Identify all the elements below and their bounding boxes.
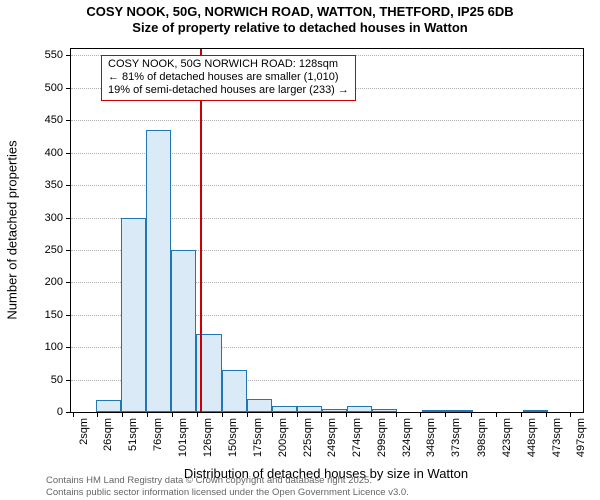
- histogram-bar: [272, 406, 297, 412]
- x-tick-label: 249sqm: [326, 412, 338, 457]
- x-tick: [396, 412, 397, 417]
- x-tick: [321, 412, 322, 417]
- chart-container: COSY NOOK, 50G, NORWICH ROAD, WATTON, TH…: [0, 0, 600, 500]
- y-tick: [66, 55, 71, 56]
- y-tick: [66, 88, 71, 89]
- x-tick: [496, 412, 497, 417]
- x-tick: [172, 412, 173, 417]
- x-tick-label: 274sqm: [351, 412, 363, 457]
- histogram-bar: [222, 370, 247, 412]
- plot-area: 0501001502002503003504004505005502sqm26s…: [70, 48, 584, 413]
- y-tick-label: 250: [45, 244, 63, 256]
- marker-line: [200, 49, 202, 412]
- x-tick-label: 126sqm: [202, 412, 214, 457]
- title-line1: COSY NOOK, 50G, NORWICH ROAD, WATTON, TH…: [0, 4, 600, 20]
- x-tick: [371, 412, 372, 417]
- x-tick: [297, 412, 298, 417]
- x-tick-label: 200sqm: [277, 412, 289, 457]
- y-tick: [66, 347, 71, 348]
- plot-wrap: Number of detached properties 0501001502…: [46, 48, 584, 413]
- y-tick-label: 550: [45, 49, 63, 61]
- y-tick: [66, 185, 71, 186]
- y-axis-label: Number of detached properties: [5, 140, 20, 319]
- x-tick: [97, 412, 98, 417]
- footer: Contains HM Land Registry data © Crown c…: [46, 475, 409, 498]
- x-tick-label: 473sqm: [551, 412, 563, 457]
- x-tick-label: 2sqm: [78, 412, 90, 445]
- histogram-bar: [322, 409, 347, 412]
- x-tick-label: 150sqm: [227, 412, 239, 457]
- x-tick-label: 225sqm: [302, 412, 314, 457]
- y-tick-label: 50: [51, 374, 63, 386]
- y-tick-label: 300: [45, 212, 63, 224]
- y-tick-label: 350: [45, 179, 63, 191]
- x-tick-label: 324sqm: [401, 412, 413, 457]
- x-tick: [521, 412, 522, 417]
- footer-line1: Contains HM Land Registry data © Crown c…: [46, 475, 409, 486]
- annotation-line1: COSY NOOK, 50G NORWICH ROAD: 128sqm: [108, 58, 349, 71]
- x-tick: [122, 412, 123, 417]
- footer-line2: Contains public sector information licen…: [46, 487, 409, 498]
- histogram-bar: [146, 130, 171, 412]
- title-block: COSY NOOK, 50G, NORWICH ROAD, WATTON, TH…: [0, 0, 600, 37]
- x-tick-label: 299sqm: [376, 412, 388, 457]
- x-tick: [247, 412, 248, 417]
- y-tick-label: 200: [45, 276, 63, 288]
- y-tick: [66, 120, 71, 121]
- y-tick-label: 0: [57, 406, 63, 418]
- gridline: [71, 120, 583, 121]
- x-tick: [570, 412, 571, 417]
- y-tick: [66, 218, 71, 219]
- x-tick-label: 398sqm: [476, 412, 488, 457]
- x-tick-label: 497sqm: [575, 412, 587, 457]
- histogram-bar: [447, 410, 472, 412]
- x-tick: [147, 412, 148, 417]
- x-tick-label: 373sqm: [450, 412, 462, 457]
- histogram-bar: [96, 400, 121, 412]
- y-tick: [66, 250, 71, 251]
- y-tick: [66, 412, 71, 413]
- annotation-line3: 19% of semi-detached houses are larger (…: [108, 84, 349, 97]
- x-tick-label: 448sqm: [526, 412, 538, 457]
- title-line2: Size of property relative to detached ho…: [0, 20, 600, 36]
- x-tick: [546, 412, 547, 417]
- histogram-bar: [523, 410, 548, 412]
- x-tick: [73, 412, 74, 417]
- x-tick: [445, 412, 446, 417]
- x-tick-label: 26sqm: [102, 412, 114, 451]
- histogram-bar: [121, 218, 146, 412]
- histogram-bar: [422, 410, 447, 412]
- x-tick: [272, 412, 273, 417]
- annotation-box: COSY NOOK, 50G NORWICH ROAD: 128sqm ← 81…: [101, 55, 356, 101]
- histogram-bar: [347, 406, 372, 412]
- y-tick-label: 450: [45, 114, 63, 126]
- y-tick: [66, 380, 71, 381]
- y-tick: [66, 282, 71, 283]
- histogram-bar: [297, 406, 322, 412]
- x-tick: [346, 412, 347, 417]
- y-tick-label: 150: [45, 309, 63, 321]
- histogram-bar: [372, 409, 397, 412]
- x-tick-label: 76sqm: [152, 412, 164, 451]
- x-tick-label: 51sqm: [127, 412, 139, 451]
- x-tick-label: 101sqm: [177, 412, 189, 457]
- y-tick-label: 100: [45, 341, 63, 353]
- x-tick-label: 423sqm: [501, 412, 513, 457]
- x-tick-label: 348sqm: [425, 412, 437, 457]
- x-tick: [471, 412, 472, 417]
- histogram-bar: [171, 250, 196, 412]
- y-tick-label: 500: [45, 82, 63, 94]
- annotation-line2: ← 81% of detached houses are smaller (1,…: [108, 71, 349, 84]
- y-tick: [66, 315, 71, 316]
- x-tick: [197, 412, 198, 417]
- x-tick: [420, 412, 421, 417]
- y-tick-label: 400: [45, 147, 63, 159]
- y-tick: [66, 153, 71, 154]
- x-tick-label: 175sqm: [252, 412, 264, 457]
- histogram-bar: [247, 399, 272, 412]
- x-tick: [222, 412, 223, 417]
